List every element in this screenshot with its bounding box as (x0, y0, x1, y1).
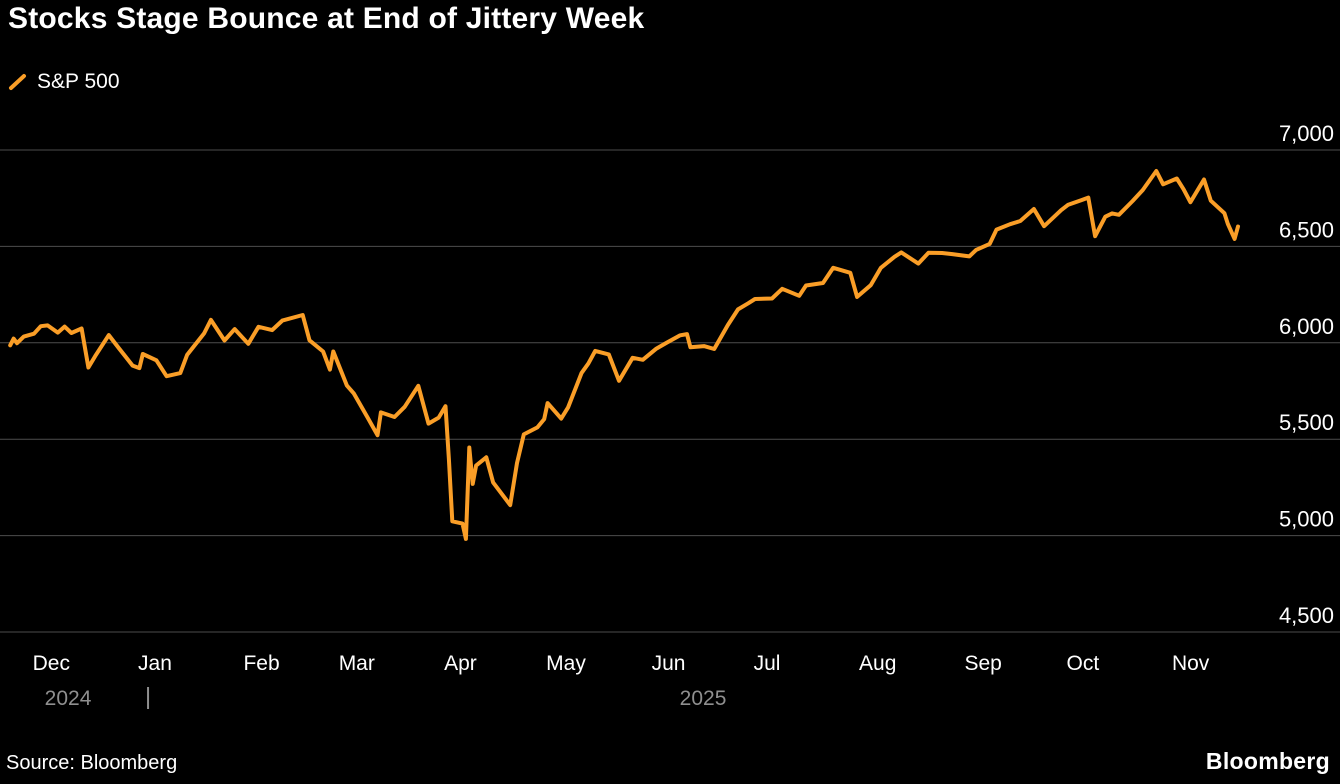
x-tick-label: Feb (243, 652, 279, 675)
year-label: 2024 (45, 687, 92, 710)
y-tick-label: 6,500 (1279, 217, 1334, 242)
x-tick-label: Aug (859, 652, 896, 675)
bloomberg-logo: Bloomberg (1205, 748, 1330, 774)
chart-legend: S&P 500 (8, 70, 120, 94)
x-tick-label: Dec (33, 652, 70, 675)
y-tick-label: 4,500 (1279, 603, 1334, 628)
y-tick-label: 5,500 (1279, 410, 1334, 435)
y-tick-label: 5,000 (1279, 507, 1334, 532)
x-tick-label: Oct (1067, 652, 1100, 675)
y-tick-label: 7,000 (1279, 121, 1334, 146)
year-label: 2025 (680, 687, 727, 710)
x-tick-label: Jun (652, 652, 686, 675)
x-tick-label: Mar (339, 652, 375, 675)
y-tick-label: 6,000 (1279, 314, 1334, 339)
x-tick-label: Sep (964, 652, 1001, 675)
price-chart: 4,500 5,000 5,500 6,000 6,500 7,000 Dec Jan Feb M… (0, 121, 1340, 710)
page-title: Stocks Stage Bounce at End of Jittery We… (8, 2, 645, 35)
x-tick-label: Jul (754, 652, 781, 675)
x-tick-label: Apr (444, 652, 477, 675)
x-tick-label: Jan (138, 652, 172, 675)
series-swatch-icon (8, 73, 28, 91)
price-line (8, 169, 1240, 541)
legend-series-label: S&P 500 (37, 70, 120, 93)
source-text: Source: Bloomberg (6, 752, 178, 774)
x-tick-label: May (546, 652, 586, 675)
x-tick-label: Nov (1172, 652, 1210, 675)
